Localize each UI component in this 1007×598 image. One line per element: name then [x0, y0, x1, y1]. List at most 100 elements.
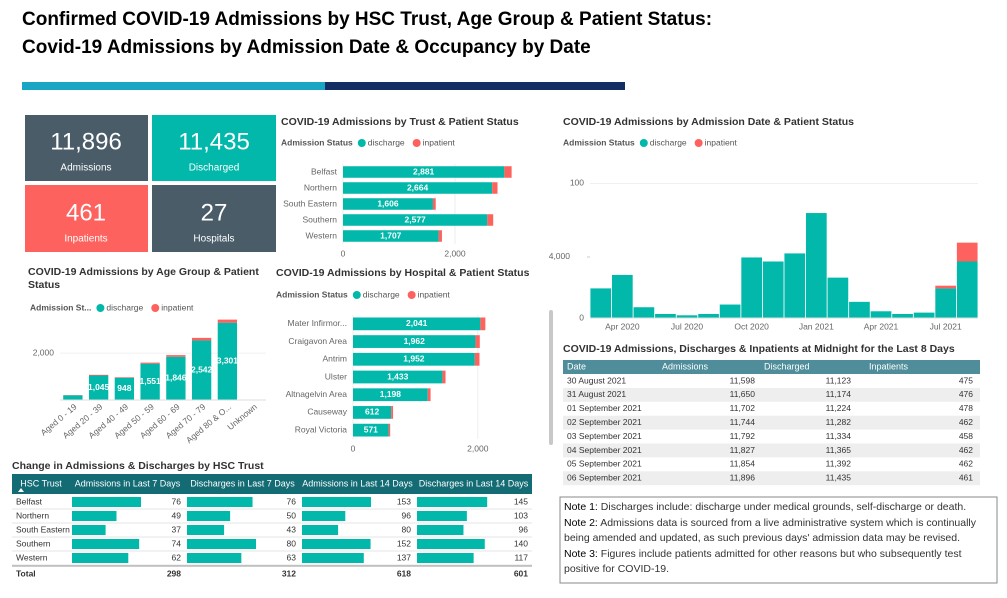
- table-cell: 462: [959, 417, 973, 427]
- card-value: 27: [201, 199, 228, 226]
- chart-title: COVID-19 Admissions by Hospital & Patien…: [276, 267, 530, 279]
- legend-marker: [412, 139, 421, 147]
- card: [25, 185, 148, 252]
- legend-marker: [151, 304, 160, 312]
- bar-segment: [343, 198, 433, 210]
- category-label: Craigavon Area: [288, 336, 347, 346]
- x-tick-label: 0: [341, 248, 346, 258]
- table-cell: 462: [959, 459, 973, 469]
- data-bar: [302, 525, 339, 535]
- bar-segment: [343, 230, 439, 242]
- table-cell: 05 September 2021: [567, 459, 642, 469]
- table-cell: 30 August 2021: [567, 375, 626, 385]
- bar-segment: [741, 257, 763, 318]
- table-cell: 11,827: [730, 445, 756, 455]
- table-cell: 37: [172, 524, 182, 534]
- table-cell: 11,854: [730, 459, 756, 469]
- column-header: HSC Trust: [20, 478, 62, 488]
- value-label: 1,707: [380, 230, 402, 240]
- bar-segment: [166, 356, 186, 400]
- accent-bar: [22, 82, 325, 90]
- note-text: Admissions data is sourced from a live a…: [564, 516, 977, 545]
- bar-segment: [353, 406, 392, 419]
- card-value: 11,435: [178, 128, 250, 155]
- card-label: Inpatients: [64, 234, 107, 245]
- category-label: Belfast: [311, 166, 338, 176]
- table-cell: 145: [514, 496, 528, 506]
- bar-segment: [432, 198, 436, 210]
- legend-marker: [357, 139, 366, 147]
- table-cell: 63: [287, 552, 297, 562]
- y-tick-label: 0: [579, 312, 584, 322]
- table-cell: 04 September 2021: [567, 445, 642, 455]
- table-cell: 475: [959, 375, 973, 385]
- column-header: Discharged: [764, 361, 810, 371]
- bar-segment: [676, 315, 698, 318]
- title-line: Confirmed COVID-19 Admissions by HSC Tru…: [22, 9, 712, 30]
- value-label: 2,577: [405, 214, 427, 224]
- data-bar: [187, 553, 242, 563]
- data-bar: [72, 511, 117, 521]
- table-cell: 03 September 2021: [567, 431, 642, 441]
- table-header: [563, 360, 980, 374]
- legend-label: discharge: [106, 302, 143, 312]
- category-label: Antrim: [322, 354, 347, 364]
- table-cell: 103: [514, 510, 528, 520]
- table-cell: 11,702: [730, 403, 756, 413]
- bar-segment: [913, 312, 935, 318]
- bar-segment: [590, 288, 612, 318]
- table-cell: 11,435: [826, 473, 852, 483]
- y-tick-label: 100: [570, 178, 584, 188]
- legend-title: Admission Status: [563, 137, 635, 147]
- value-label: 1,846: [165, 373, 187, 383]
- bar-segment: [935, 288, 957, 318]
- bar-segment: [442, 370, 446, 384]
- data-bar: [72, 553, 129, 563]
- value-label: 1,952: [403, 354, 425, 364]
- legend-title: Admission Status: [276, 289, 348, 299]
- note-label: Note 1:: [564, 501, 598, 513]
- row-band: [563, 471, 980, 486]
- note: Note 3: Figures include patients admitte…: [564, 547, 994, 578]
- total-cell: 618: [397, 568, 411, 578]
- card-label: Hospitals: [193, 234, 234, 245]
- table-cell: 11,365: [826, 445, 852, 455]
- row-band: [563, 443, 980, 458]
- bar-segment: [88, 374, 109, 376]
- bar-segment: [480, 317, 486, 331]
- table-cell: 478: [959, 403, 973, 413]
- table-header: [12, 474, 532, 494]
- table-cell: 11,334: [826, 431, 852, 441]
- bar-segment: [353, 388, 428, 402]
- table-cell: 152: [397, 538, 411, 548]
- column-header: Date: [567, 361, 586, 371]
- category-label: Western: [306, 230, 338, 240]
- scrollbar[interactable]: [549, 310, 553, 445]
- legend-label: discharge: [650, 137, 687, 147]
- table-cell: 01 September 2021: [567, 403, 642, 413]
- legend-label: discharge: [368, 137, 405, 147]
- accent-bar: [325, 82, 625, 90]
- y2-tick-label: 4,000: [549, 251, 571, 261]
- bar-segment: [935, 285, 957, 289]
- data-bar: [72, 525, 106, 535]
- bar-segment: [475, 335, 480, 348]
- data-bar: [417, 539, 485, 549]
- legend-marker: [407, 291, 416, 299]
- value-label: 948: [117, 383, 131, 393]
- table-cell: 11,792: [730, 431, 756, 441]
- bar-segment: [719, 304, 741, 318]
- value-label: 2,881: [413, 166, 435, 176]
- table-cell: 74: [172, 538, 182, 548]
- total-cell: 601: [514, 568, 528, 578]
- data-bar: [302, 497, 371, 507]
- table-cell: Western: [16, 552, 48, 562]
- column-header: Admissions in Last 14 Days: [302, 478, 413, 488]
- table-cell: Belfast: [16, 496, 43, 506]
- data-bar: [187, 539, 256, 549]
- category-label: Northern: [304, 182, 337, 192]
- table-cell: 96: [402, 510, 412, 520]
- table-title: COVID-19 Admissions, Discharges & Inpati…: [563, 343, 955, 355]
- total-cell: 312: [282, 568, 296, 578]
- bar-segment: [438, 230, 442, 242]
